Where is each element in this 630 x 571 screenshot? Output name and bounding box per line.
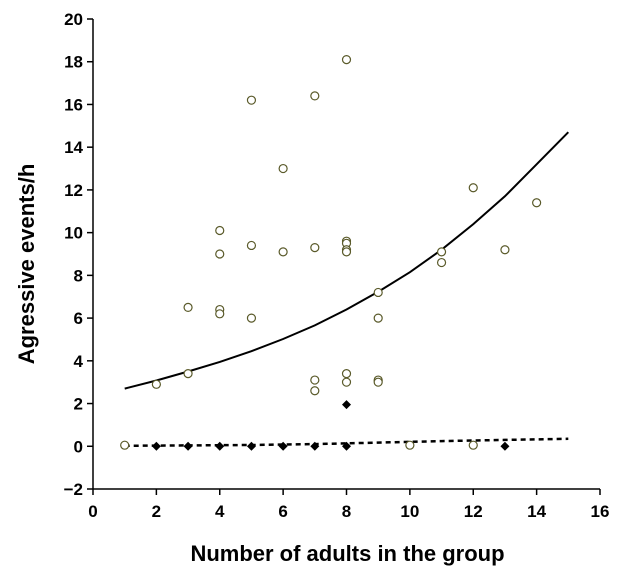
x-tick-label: 16 <box>591 502 610 521</box>
open-circle-point <box>310 91 320 101</box>
filled-diamond-point <box>278 441 288 451</box>
open-circle-point <box>246 313 257 323</box>
open-circle-point <box>341 369 352 379</box>
open-circle-point <box>120 440 130 450</box>
open-circle-point <box>341 247 352 257</box>
x-tick-label: 6 <box>278 502 287 521</box>
x-tick-label: 4 <box>215 502 225 521</box>
open-circle-point <box>436 247 447 257</box>
filled-diamond-point <box>310 441 320 451</box>
y-tick-label: 4 <box>74 352 84 371</box>
y-tick-label: 12 <box>64 181 83 200</box>
open-circle-point <box>183 302 193 313</box>
solid-trend-line <box>124 131 570 390</box>
open-circle-point <box>246 240 257 251</box>
open-circle-point <box>215 249 225 259</box>
open-circle-point <box>341 54 352 65</box>
x-tick-label: 0 <box>88 502 97 521</box>
open-circle-point <box>310 386 320 396</box>
y-tick-label: 8 <box>74 266 83 285</box>
y-tick-label: 2 <box>74 395 83 414</box>
open-circle-point <box>373 377 383 387</box>
open-circle-point <box>151 379 161 389</box>
y-tick-label: 18 <box>64 53 83 72</box>
x-tick-label: 8 <box>342 502 351 521</box>
x-tick-label: 14 <box>527 502 546 521</box>
open-circle-point <box>310 375 320 385</box>
y-tick-label: 0 <box>74 437 83 456</box>
y-tick-label: −2 <box>64 480 83 499</box>
open-circle-point <box>468 183 478 193</box>
open-circle-point <box>278 163 288 174</box>
open-circle-point <box>373 313 383 323</box>
filled-diamond-point <box>342 400 351 410</box>
open-circle-point <box>215 225 225 236</box>
open-circle-point <box>278 247 288 257</box>
open-circle-point <box>310 242 320 253</box>
filled-diamond-point <box>246 441 256 451</box>
y-tick-label: 14 <box>64 138 83 157</box>
open-circle-point <box>215 309 225 319</box>
open-circle-point <box>341 377 352 387</box>
y-tick-label: 6 <box>74 309 83 328</box>
open-circle-point <box>246 95 257 105</box>
open-circle-point <box>532 198 542 208</box>
y-tick-label: 10 <box>64 224 83 243</box>
open-circle-point <box>468 440 478 450</box>
x-axis-title: Number of adults in the group <box>190 541 504 566</box>
x-tick-label: 12 <box>464 502 483 521</box>
x-tick-label: 10 <box>400 502 419 521</box>
filled-diamond-point <box>151 441 161 451</box>
open-circle-point <box>436 257 447 268</box>
open-circle-point <box>405 440 415 450</box>
filled-diamond-point <box>342 441 351 451</box>
filled-diamond-point <box>215 441 225 451</box>
open-circle-point <box>500 245 510 255</box>
open-circle-point <box>373 287 383 298</box>
y-tick-label: 20 <box>64 10 83 29</box>
dashed-trend-line <box>124 437 569 448</box>
y-axis-title: Agressive events/h <box>14 164 39 365</box>
filled-diamond-point <box>500 441 510 451</box>
x-tick-label: 2 <box>152 502 161 521</box>
filled-diamond-point <box>183 441 193 451</box>
open-circle-point <box>183 369 193 379</box>
y-tick-label: 16 <box>64 95 83 114</box>
